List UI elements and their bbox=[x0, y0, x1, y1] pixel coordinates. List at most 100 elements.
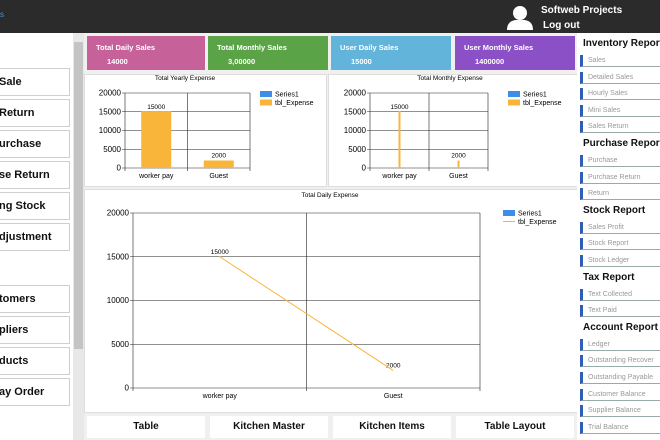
y-tick-label: 20000 bbox=[99, 89, 122, 98]
y-tick-label: 0 bbox=[362, 164, 367, 173]
menu-button[interactable]: djustment bbox=[0, 223, 70, 251]
legend-label: Series1 bbox=[523, 92, 547, 99]
y-tick-label: 10000 bbox=[344, 126, 367, 135]
y-tick-label: 0 bbox=[117, 164, 122, 173]
legend-swatch bbox=[503, 210, 515, 216]
menu-button[interactable]: urchase bbox=[0, 130, 70, 158]
legend-label: Series1 bbox=[518, 211, 542, 218]
y-tick-label: 20000 bbox=[344, 89, 367, 98]
report-item[interactable]: Text Collected bbox=[580, 288, 660, 301]
nav-button[interactable]: Kitchen Items bbox=[333, 416, 451, 438]
legend-swatch bbox=[260, 99, 272, 106]
stat-card[interactable]: Total Monthly Sales 3,00000 bbox=[208, 36, 328, 70]
stat-card[interactable]: Total Daily Sales 14000 bbox=[87, 36, 205, 70]
y-tick-label: 0 bbox=[125, 384, 130, 393]
report-item[interactable]: Return bbox=[580, 188, 660, 201]
report-item[interactable]: Mini Sales bbox=[580, 104, 660, 117]
line bbox=[219, 256, 394, 371]
x-tick-label: Guest bbox=[449, 173, 468, 180]
x-tick-label: worker pay bbox=[138, 173, 174, 180]
report-item[interactable]: Text Paid bbox=[580, 305, 660, 318]
menu-button[interactable]: ng Stock bbox=[0, 192, 70, 220]
card-value: 3,00000 bbox=[228, 57, 256, 66]
x-tick-label: worker pay bbox=[381, 173, 417, 180]
menu-button[interactable]: Sale bbox=[0, 68, 70, 96]
report-item[interactable]: Trial Balance bbox=[580, 421, 660, 434]
report-menu: Inventory Report Sales Detailed Sales Hourl… bbox=[577, 33, 660, 440]
nav-button[interactable]: Table Layout bbox=[456, 416, 574, 438]
card-title: User Daily Sales bbox=[340, 43, 399, 52]
menu-button[interactable]: Return bbox=[0, 99, 70, 127]
report-item[interactable]: Purchase Return bbox=[580, 171, 660, 184]
company-name: Softweb Projects bbox=[541, 5, 623, 16]
report-item[interactable]: Sales Return bbox=[580, 121, 660, 134]
y-tick-label: 15000 bbox=[344, 107, 367, 116]
y-tick-label: 15000 bbox=[99, 107, 122, 116]
data-label: 2000 bbox=[451, 153, 466, 160]
app-link[interactable]: s bbox=[0, 10, 4, 19]
legend-label: Series1 bbox=[275, 92, 299, 99]
legend-label: tbl_Expense bbox=[518, 219, 557, 226]
logout[interactable]: Log out bbox=[543, 20, 580, 31]
card-value: 14000 bbox=[107, 57, 128, 66]
bar bbox=[457, 160, 460, 168]
report-item[interactable]: Hourly Sales bbox=[580, 88, 660, 101]
report-item[interactable]: Stock Report bbox=[580, 238, 660, 251]
report-item[interactable]: Ledger bbox=[580, 338, 660, 351]
bar bbox=[398, 111, 401, 168]
y-tick-label: 10000 bbox=[99, 126, 122, 135]
report-item[interactable]: Sales Profit bbox=[580, 221, 660, 234]
stat-card[interactable]: User Daily Sales 15000 bbox=[331, 36, 451, 70]
menu-button[interactable]: ducts bbox=[0, 347, 70, 375]
report-item[interactable]: Supplier Balance bbox=[580, 405, 660, 418]
report-item[interactable]: Sales bbox=[580, 55, 660, 67]
legend-label: tbl_Expense bbox=[523, 100, 562, 107]
report-item[interactable]: Detailed Sales bbox=[580, 71, 660, 84]
legend-swatch bbox=[508, 91, 520, 97]
user-icon bbox=[507, 6, 533, 30]
report-heading: Stock Report bbox=[583, 204, 646, 216]
report-heading: Inventory Report bbox=[583, 38, 660, 49]
menu-button[interactable]: pliers bbox=[0, 316, 70, 344]
menu-button[interactable]: ay Order bbox=[0, 378, 70, 406]
scrollbar[interactable] bbox=[73, 33, 84, 440]
data-label: 15000 bbox=[211, 249, 229, 256]
bar bbox=[141, 111, 172, 168]
card-title: Total Daily Sales bbox=[96, 43, 156, 52]
report-item[interactable]: Stock Ledger bbox=[580, 255, 660, 267]
data-label: 15000 bbox=[390, 104, 408, 111]
data-label: 15000 bbox=[147, 104, 165, 111]
bar bbox=[203, 160, 234, 168]
x-tick-label: Guest bbox=[209, 173, 228, 180]
y-tick-label: 20000 bbox=[107, 209, 130, 218]
y-tick-label: 10000 bbox=[107, 296, 130, 305]
menu-button[interactable]: tomers bbox=[0, 285, 70, 313]
menu-button[interactable]: se Return bbox=[0, 161, 70, 189]
chart-title: Total Yearly Expense bbox=[155, 75, 216, 82]
y-tick-label: 5000 bbox=[103, 145, 121, 154]
report-item[interactable]: Outstanding Payable bbox=[580, 372, 660, 384]
nav-button[interactable]: Table bbox=[87, 416, 205, 438]
top-bar: s Softweb Projects Log out bbox=[0, 0, 660, 33]
chart-panel bbox=[84, 189, 578, 413]
report-item[interactable]: Outstanding Recover bbox=[580, 355, 660, 368]
x-tick-label: Guest bbox=[384, 393, 403, 400]
x-tick-label: worker pay bbox=[202, 393, 238, 400]
legend-label: tbl_Expense bbox=[275, 100, 314, 107]
chart-title: Total Monthly Expense bbox=[417, 75, 483, 82]
report-heading: Account Report bbox=[583, 321, 658, 333]
y-tick-label: 5000 bbox=[111, 340, 129, 349]
legend-swatch bbox=[508, 99, 520, 106]
stat-card[interactable]: User Monthly Sales 1400000 bbox=[455, 36, 575, 70]
y-tick-label: 15000 bbox=[107, 252, 130, 261]
chart-title: Total Daily Expense bbox=[301, 192, 358, 199]
report-item[interactable]: Customer Balance bbox=[580, 388, 660, 401]
report-heading: Tax Report bbox=[583, 271, 635, 283]
report-heading: Purchase Repor bbox=[583, 138, 660, 149]
report-item[interactable]: Purchase bbox=[580, 155, 660, 167]
nav-button[interactable]: Kitchen Master bbox=[210, 416, 328, 438]
card-value: 15000 bbox=[351, 57, 372, 66]
y-tick-label: 5000 bbox=[348, 145, 366, 154]
